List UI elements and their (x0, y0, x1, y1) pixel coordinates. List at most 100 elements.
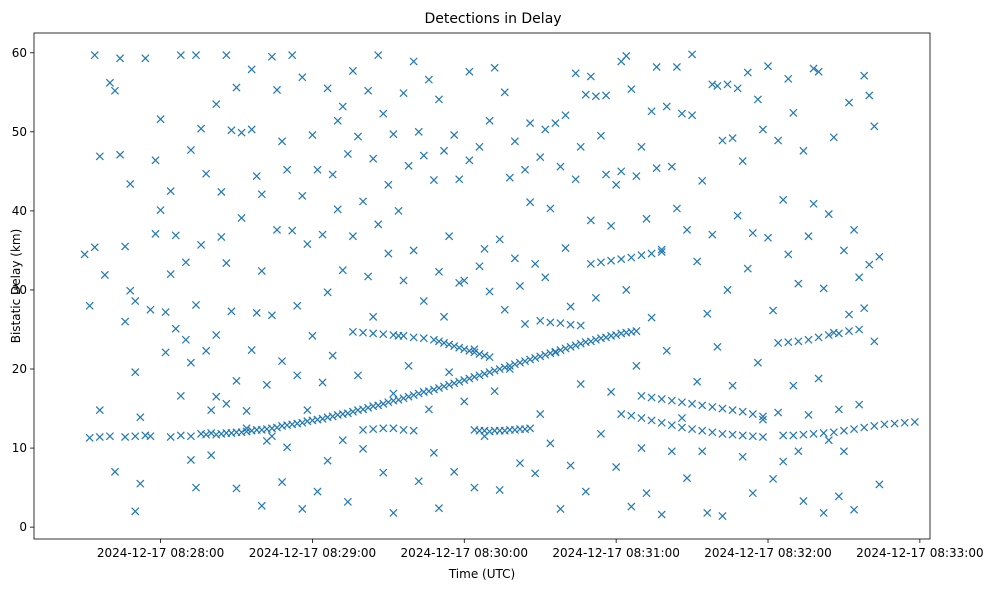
y-tick-label: 0 (19, 520, 27, 534)
data-point (369, 425, 378, 434)
data-point (617, 167, 626, 176)
data-point (298, 73, 307, 82)
data-point (652, 62, 661, 72)
data-point (718, 136, 727, 145)
data-point (576, 142, 585, 151)
data-point (505, 173, 514, 182)
data-point (657, 245, 666, 254)
data-point (591, 293, 600, 302)
data-point (536, 316, 545, 325)
data-point (343, 149, 352, 158)
y-axis-label: Bistatic Delay (km) (9, 229, 23, 344)
data-point (632, 361, 641, 370)
data-point (197, 240, 206, 249)
data-point (642, 214, 651, 223)
data-point (131, 432, 140, 441)
data-point (789, 108, 798, 117)
data-point (521, 319, 530, 328)
data-point (318, 414, 327, 423)
data-point (434, 95, 443, 104)
data-point (637, 251, 646, 260)
data-point (212, 100, 221, 109)
data-point (207, 429, 216, 438)
data-point (804, 232, 813, 241)
data-markers (80, 50, 919, 521)
data-point (657, 418, 666, 427)
data-point (156, 115, 165, 124)
data-point (738, 431, 747, 440)
data-point (267, 52, 276, 61)
data-point (384, 398, 393, 407)
data-point (546, 439, 555, 448)
data-point (181, 258, 190, 267)
data-point (105, 432, 114, 441)
data-point (364, 86, 373, 95)
data-point (450, 342, 459, 351)
data-point (328, 351, 337, 360)
data-point (784, 338, 793, 347)
data-point (252, 172, 261, 181)
data-point (541, 125, 550, 134)
data-point (829, 133, 838, 142)
data-point (769, 306, 778, 315)
data-point (424, 75, 433, 84)
data-point (389, 424, 398, 433)
data-point (450, 467, 459, 476)
data-point (419, 151, 428, 160)
data-point (131, 368, 140, 377)
data-point (293, 301, 302, 310)
data-point (733, 211, 742, 220)
data-point (399, 425, 408, 434)
data-point (267, 311, 276, 320)
data-point (860, 423, 869, 432)
data-point (136, 413, 145, 422)
data-point (262, 380, 271, 389)
data-point (227, 307, 236, 316)
data-point (601, 170, 611, 179)
data-point (409, 426, 418, 435)
data-point (814, 67, 823, 76)
data-point (394, 395, 403, 404)
data-point (379, 424, 388, 433)
data-point (667, 396, 676, 405)
data-point (470, 348, 479, 357)
y-tick-label: 30 (12, 283, 27, 297)
data-point (839, 426, 848, 435)
data-point (637, 414, 646, 423)
data-point (809, 429, 818, 438)
data-point (753, 358, 762, 367)
y-tick-label: 40 (12, 204, 27, 218)
data-point (571, 69, 580, 78)
data-point (850, 225, 859, 234)
data-point (490, 387, 499, 396)
data-point (526, 198, 535, 207)
data-point (247, 125, 256, 134)
data-point (672, 62, 681, 72)
data-point (110, 86, 120, 95)
data-point (850, 425, 859, 434)
data-point (434, 504, 443, 513)
data-point (748, 432, 757, 441)
data-point (166, 270, 175, 279)
data-point (900, 418, 909, 427)
data-point (409, 391, 418, 400)
data-point (460, 276, 469, 285)
data-point (455, 278, 464, 287)
data-point (586, 72, 595, 81)
data-point (637, 391, 646, 400)
data-point (688, 111, 697, 120)
data-point (779, 431, 788, 440)
data-point (470, 372, 479, 381)
data-point (440, 146, 449, 155)
data-point (521, 357, 530, 366)
data-point (379, 399, 388, 408)
data-point (637, 142, 646, 151)
data-point (784, 250, 793, 259)
data-point (505, 361, 514, 370)
data-point (855, 273, 864, 282)
data-point (870, 421, 879, 430)
data-point (844, 327, 854, 336)
data-point (536, 352, 545, 361)
data-point (100, 270, 109, 279)
